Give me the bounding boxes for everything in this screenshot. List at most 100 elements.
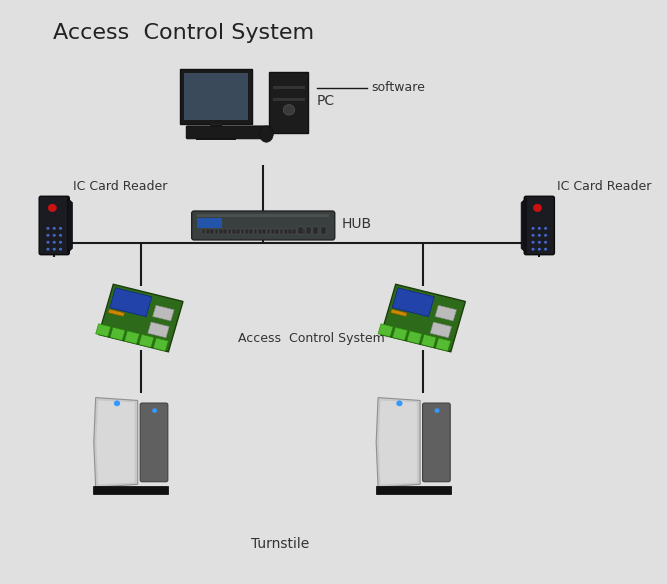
Circle shape bbox=[532, 248, 535, 251]
Bar bbox=[271, 229, 275, 234]
Bar bbox=[313, 227, 318, 234]
FancyBboxPatch shape bbox=[39, 196, 69, 255]
Circle shape bbox=[544, 241, 547, 244]
Bar bbox=[284, 229, 287, 234]
FancyBboxPatch shape bbox=[423, 403, 450, 482]
FancyBboxPatch shape bbox=[191, 211, 335, 240]
Text: HUB: HUB bbox=[342, 217, 372, 231]
Polygon shape bbox=[430, 322, 452, 338]
Polygon shape bbox=[209, 124, 223, 137]
Bar bbox=[306, 227, 311, 234]
Polygon shape bbox=[94, 398, 137, 487]
Circle shape bbox=[396, 401, 402, 406]
Circle shape bbox=[47, 227, 49, 230]
Circle shape bbox=[48, 204, 57, 212]
Bar bbox=[93, 486, 169, 494]
Bar bbox=[219, 229, 223, 234]
Bar bbox=[197, 218, 222, 228]
Polygon shape bbox=[110, 327, 125, 340]
Polygon shape bbox=[67, 198, 73, 253]
Circle shape bbox=[538, 227, 541, 230]
Polygon shape bbox=[435, 305, 456, 321]
Polygon shape bbox=[139, 335, 154, 347]
Bar bbox=[301, 229, 305, 234]
Circle shape bbox=[47, 241, 49, 244]
Circle shape bbox=[53, 248, 56, 251]
Circle shape bbox=[59, 241, 62, 244]
Circle shape bbox=[59, 248, 62, 251]
FancyBboxPatch shape bbox=[180, 69, 252, 124]
Bar bbox=[258, 229, 261, 234]
Circle shape bbox=[53, 234, 56, 237]
Bar bbox=[223, 229, 227, 234]
Text: IC Card Reader: IC Card Reader bbox=[73, 180, 167, 193]
Bar bbox=[273, 98, 305, 101]
Polygon shape bbox=[96, 401, 135, 484]
Bar bbox=[245, 229, 249, 234]
Polygon shape bbox=[521, 198, 526, 253]
Polygon shape bbox=[95, 324, 111, 337]
Bar bbox=[227, 229, 231, 234]
Bar bbox=[273, 86, 305, 89]
Circle shape bbox=[538, 234, 541, 237]
Text: Access  Control System: Access Control System bbox=[53, 23, 314, 43]
Bar bbox=[275, 229, 279, 234]
Circle shape bbox=[532, 241, 535, 244]
Polygon shape bbox=[436, 338, 451, 351]
Polygon shape bbox=[99, 284, 183, 352]
Bar bbox=[206, 229, 210, 234]
Bar bbox=[232, 229, 235, 234]
Bar bbox=[297, 229, 301, 234]
Circle shape bbox=[114, 401, 120, 406]
Polygon shape bbox=[391, 309, 407, 317]
Polygon shape bbox=[125, 331, 139, 344]
Bar bbox=[298, 227, 303, 234]
FancyBboxPatch shape bbox=[140, 403, 168, 482]
Text: IC Card Reader: IC Card Reader bbox=[557, 180, 651, 193]
Polygon shape bbox=[378, 324, 393, 337]
Text: software: software bbox=[372, 81, 426, 94]
Bar bbox=[262, 229, 266, 234]
Circle shape bbox=[59, 227, 62, 230]
Bar bbox=[279, 229, 283, 234]
Bar bbox=[267, 229, 270, 234]
Circle shape bbox=[538, 241, 541, 244]
Bar bbox=[253, 229, 257, 234]
Circle shape bbox=[47, 234, 49, 237]
Polygon shape bbox=[153, 305, 174, 321]
FancyBboxPatch shape bbox=[186, 126, 270, 139]
Circle shape bbox=[533, 204, 542, 212]
Bar bbox=[241, 229, 244, 234]
Polygon shape bbox=[153, 338, 168, 351]
Bar bbox=[376, 486, 451, 494]
Circle shape bbox=[283, 105, 295, 115]
Polygon shape bbox=[110, 288, 152, 317]
Text: Access  Control System: Access Control System bbox=[238, 332, 385, 345]
Bar bbox=[249, 229, 253, 234]
Circle shape bbox=[59, 234, 62, 237]
Polygon shape bbox=[422, 335, 436, 347]
Bar bbox=[201, 229, 205, 234]
Circle shape bbox=[152, 408, 157, 413]
Bar bbox=[197, 214, 329, 217]
Circle shape bbox=[538, 248, 541, 251]
Circle shape bbox=[532, 227, 535, 230]
Bar bbox=[292, 229, 296, 234]
Polygon shape bbox=[108, 309, 125, 317]
Ellipse shape bbox=[259, 126, 273, 142]
Circle shape bbox=[544, 227, 547, 230]
Polygon shape bbox=[381, 284, 466, 352]
Text: PC: PC bbox=[317, 94, 335, 108]
Circle shape bbox=[53, 227, 56, 230]
Circle shape bbox=[53, 241, 56, 244]
Polygon shape bbox=[407, 331, 422, 344]
Polygon shape bbox=[376, 398, 420, 487]
Text: Turnstile: Turnstile bbox=[251, 537, 309, 551]
Circle shape bbox=[544, 248, 547, 251]
Circle shape bbox=[532, 234, 535, 237]
Polygon shape bbox=[148, 322, 169, 338]
Polygon shape bbox=[392, 327, 408, 340]
Circle shape bbox=[544, 234, 547, 237]
Bar bbox=[288, 229, 292, 234]
Bar bbox=[185, 74, 248, 120]
